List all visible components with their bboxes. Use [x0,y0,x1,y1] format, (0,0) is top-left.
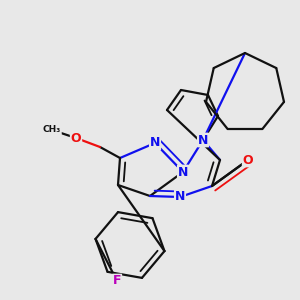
Text: N: N [198,134,208,146]
Text: CH₃: CH₃ [43,125,61,134]
Text: O: O [243,154,253,166]
Text: N: N [150,136,160,149]
Text: N: N [178,166,188,178]
Text: O: O [71,131,81,145]
Text: N: N [175,190,185,203]
Text: F: F [113,274,121,287]
